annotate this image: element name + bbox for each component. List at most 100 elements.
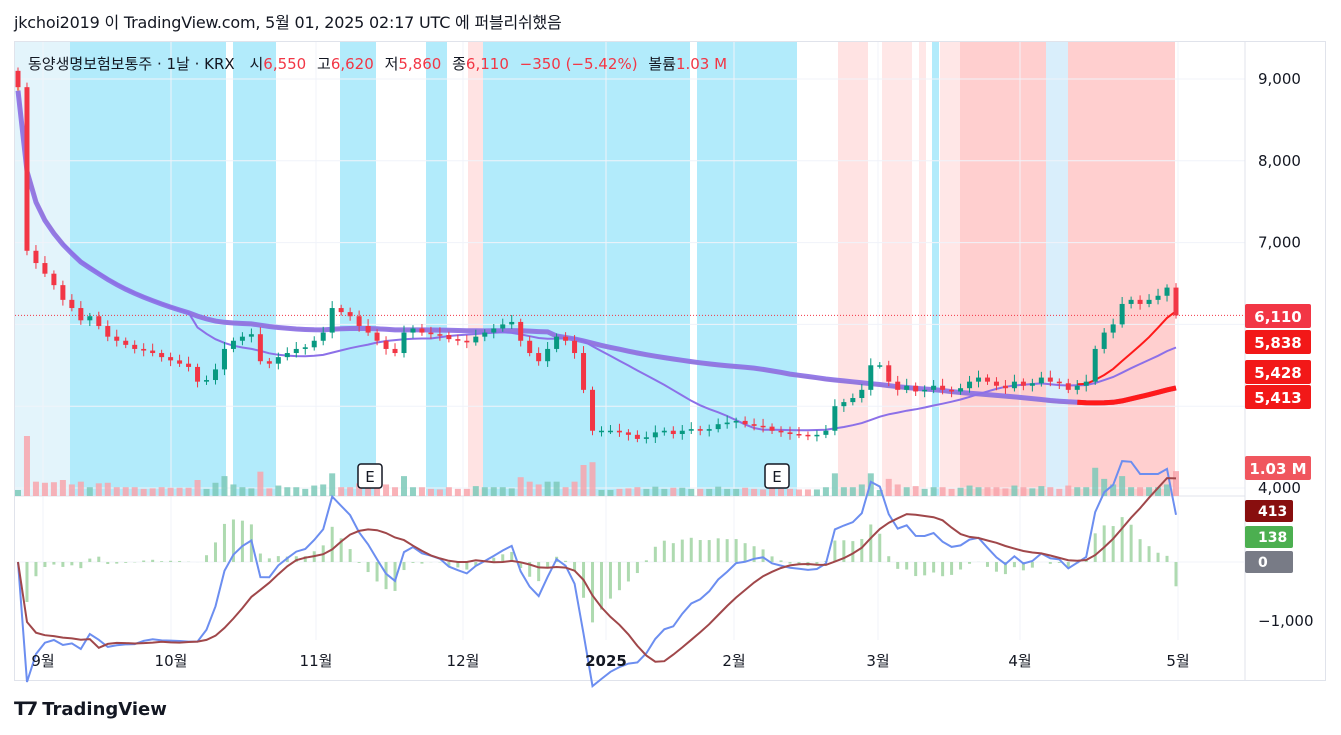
volume-bar bbox=[15, 490, 21, 496]
macd-hist-bar bbox=[393, 562, 397, 591]
candle-body bbox=[1110, 324, 1116, 333]
candle-body bbox=[374, 332, 380, 341]
volume-bar bbox=[329, 473, 336, 496]
volume-bar bbox=[831, 473, 838, 496]
band-14 bbox=[1046, 42, 1068, 496]
band-3 bbox=[340, 42, 376, 496]
macd-hist-bar bbox=[240, 520, 244, 562]
macd-hist-bar bbox=[420, 562, 424, 564]
volume-bar bbox=[526, 481, 533, 496]
macd-hist-bar bbox=[528, 562, 532, 577]
volume-bar bbox=[1065, 485, 1072, 496]
volume-bar bbox=[481, 487, 488, 496]
volume-bar bbox=[975, 487, 982, 496]
volume-bar bbox=[490, 487, 497, 496]
volume-bar bbox=[1128, 487, 1135, 496]
volume-bar bbox=[813, 489, 820, 496]
candle-body bbox=[931, 385, 937, 390]
volume-bar bbox=[535, 484, 542, 496]
candle-body bbox=[87, 316, 93, 321]
macd-hist-bar bbox=[70, 562, 74, 566]
macd-hist-bar bbox=[851, 541, 855, 562]
macd-hist-bar bbox=[465, 562, 469, 570]
volume-bar bbox=[167, 487, 174, 496]
time-tick-label: 2025 bbox=[585, 652, 627, 670]
candle-body bbox=[616, 430, 622, 433]
volume-bar bbox=[778, 488, 785, 496]
candle-body bbox=[598, 430, 604, 433]
close-value: 6,110 bbox=[465, 55, 509, 73]
macd-hist-bar bbox=[878, 533, 882, 562]
candle-body bbox=[760, 425, 766, 428]
candle-body bbox=[572, 340, 578, 354]
candle-body bbox=[159, 353, 165, 358]
candle-body bbox=[509, 321, 515, 325]
volume-bar bbox=[418, 487, 425, 496]
candle-body bbox=[24, 87, 30, 251]
macd-hist-bar bbox=[519, 562, 523, 569]
volume-bar bbox=[1074, 487, 1081, 496]
volume-bar bbox=[203, 488, 210, 496]
price-badge-label: 1.03 M bbox=[1249, 460, 1306, 478]
macd-hist-bar bbox=[1147, 546, 1151, 562]
candle-body bbox=[275, 357, 281, 364]
candle-body bbox=[123, 340, 129, 345]
volume-bar bbox=[957, 487, 964, 496]
macd-hist-bar bbox=[932, 562, 936, 573]
candle-body bbox=[446, 335, 452, 340]
candle-body bbox=[652, 432, 658, 438]
volume-bar bbox=[742, 487, 749, 496]
macd-hist-bar bbox=[1174, 562, 1178, 587]
price-tick-label: 7,000 bbox=[1258, 234, 1301, 252]
candle-body bbox=[96, 316, 102, 327]
ma-purple-thin-line bbox=[62, 242, 1177, 432]
candle-body bbox=[1119, 303, 1125, 325]
macd-hist-bar bbox=[950, 562, 954, 575]
volume-bar bbox=[661, 488, 668, 496]
ma-purple-thick-line bbox=[15, 90, 1177, 406]
price-tick-label: 8,000 bbox=[1258, 152, 1301, 170]
candle-body bbox=[239, 336, 245, 341]
candle-body bbox=[347, 312, 353, 317]
change-value: −350 (−5.42%) bbox=[519, 55, 638, 73]
candle-body bbox=[634, 434, 640, 439]
volume-bar bbox=[257, 471, 264, 496]
macd-hist-bar bbox=[608, 562, 612, 599]
volume-bar bbox=[463, 488, 470, 496]
macd-hist-bar bbox=[896, 562, 900, 569]
candle-body bbox=[697, 429, 703, 431]
volume-bar bbox=[679, 487, 686, 496]
macd-hist-bar bbox=[456, 562, 460, 568]
candle-body bbox=[607, 430, 613, 433]
band-12 bbox=[940, 42, 960, 496]
candle-body bbox=[625, 432, 631, 435]
volume-bar bbox=[176, 487, 183, 496]
macd-hist-bar bbox=[1012, 562, 1016, 568]
symbol-label[interactable]: 동양생명보험보통주 · 1날 · KRX bbox=[28, 55, 235, 73]
candle-body bbox=[311, 340, 317, 348]
volume-bar bbox=[607, 490, 614, 496]
volume-bar bbox=[903, 487, 910, 496]
candle-body bbox=[356, 316, 362, 327]
band-6 bbox=[483, 42, 690, 496]
macd-hist-bar bbox=[402, 562, 406, 571]
macd-hist-bar bbox=[1120, 517, 1124, 562]
macd-hist-bar bbox=[1165, 555, 1169, 562]
volume-bar bbox=[822, 487, 829, 496]
volume-bar bbox=[625, 488, 632, 496]
candle-body bbox=[186, 363, 192, 367]
footer-brand[interactable]: T7 TradingView bbox=[14, 698, 167, 720]
macd-hist-bar bbox=[88, 558, 92, 562]
volume-bar bbox=[858, 484, 865, 496]
macd-hist-bar bbox=[492, 557, 496, 562]
candle-body bbox=[949, 389, 955, 392]
volume-bar bbox=[320, 484, 327, 496]
macd-hist-bar bbox=[294, 556, 298, 562]
volume-bar bbox=[553, 481, 560, 496]
candle-body bbox=[823, 430, 829, 435]
macd-hist-bar bbox=[842, 540, 846, 562]
band-2 bbox=[233, 42, 276, 496]
macd-hist-bar bbox=[330, 526, 334, 562]
earnings-marker-bg bbox=[764, 463, 790, 489]
